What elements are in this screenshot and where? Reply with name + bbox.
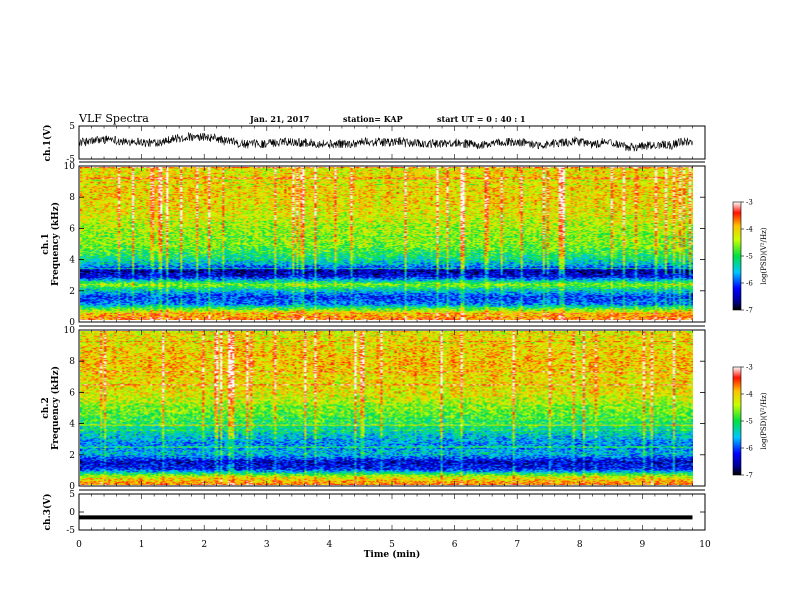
x-tick-label-10: 10: [699, 540, 711, 550]
x-tick-label-3: 3: [264, 540, 270, 550]
figure-title: VLF Spectra: [78, 112, 149, 125]
y-tick-label-p1-5: 10: [64, 162, 76, 172]
ch2-spectrogram-image: [80, 331, 693, 485]
x-tick-label-9: 9: [640, 540, 646, 550]
ch1-colorbar-bar: [732, 201, 742, 311]
x-tick-label-1: 1: [139, 540, 145, 550]
cb1-tick-label-3: -6: [746, 280, 753, 288]
cb2-tick-label-0: -3: [746, 364, 753, 372]
ch2-spectrogram-ylabel-freq: Frequency (kHz): [50, 366, 61, 450]
cb1-tick-label-0: -3: [746, 199, 753, 207]
figure-header: VLF Spectra Jan. 21, 2017 station= KAP s…: [78, 112, 526, 125]
y-tick-label-p0-1: -5: [66, 155, 75, 165]
y-tick-label-p1-3: 6: [69, 224, 75, 234]
cb1-tick-label-1: -4: [746, 226, 753, 234]
ch1-waveform-ylabel: ch.1(V): [42, 125, 53, 162]
y-tick-label-p3-2: -5: [66, 526, 75, 536]
ch3-waveform-frame: [78, 493, 706, 531]
cb2-tick-label-1: -4: [746, 391, 753, 399]
y-tick-label-p1-4: 8: [69, 193, 75, 203]
cb2-tick-label-2: -5: [746, 418, 753, 426]
x-tick-label-0: 0: [76, 540, 82, 550]
cb1-tick-label-2: -5: [746, 253, 753, 261]
y-tick-label-p1-0: 0: [69, 318, 75, 328]
cb2-tick-label-4: -7: [746, 472, 753, 480]
ch1-colorbar: -3 -4 -5 -6 -7: [732, 199, 753, 315]
ch1-spectrogram-ylabel: ch.1: [41, 233, 51, 254]
cb2-tick-label-3: -6: [746, 445, 753, 453]
x-tick-label-2: 2: [201, 540, 207, 550]
ch2-colorbar-bar: [732, 366, 742, 476]
x-tick-label-8: 8: [577, 540, 583, 550]
ch1-colorbar-label: log(PSD)(V²/Hz): [760, 227, 768, 284]
ch1-waveform-line: [78, 132, 693, 152]
y-tick-label-p3-0: 5: [69, 490, 75, 500]
y-tick-label-p1-1: 2: [69, 287, 75, 297]
y-tick-label-p2-2: 4: [69, 420, 75, 430]
ch1-spectrogram-image: [80, 167, 693, 320]
start-ut-label: start UT = 0 : 40 : 1: [437, 114, 526, 124]
ch1-waveform-panel: [78, 132, 693, 152]
y-tick-label-p2-3: 6: [69, 388, 75, 398]
station-label: station= KAP: [343, 114, 403, 124]
y-tick-label-p3-1: 0: [69, 508, 75, 518]
ch2-colorbar-label: log(PSD)(V²/Hz): [760, 392, 768, 449]
y-tick-label-p2-0: 0: [69, 482, 75, 492]
x-tick-label-5: 5: [389, 540, 395, 550]
y-tick-label-p2-1: 2: [69, 451, 75, 461]
ch1-spectrogram-ylabel-freq: Frequency (kHz): [50, 202, 61, 286]
x-axis-label: Time (min): [364, 549, 421, 560]
y-tick-label-p0-0: 5: [69, 122, 75, 132]
ch3-waveform-ylabel: ch.3(V): [42, 494, 53, 531]
cb1-tick-label-4: -7: [746, 307, 753, 315]
x-tick-label-6: 6: [452, 540, 458, 550]
y-tick-label-p1-2: 4: [69, 256, 75, 266]
y-tick-label-p2-5: 10: [64, 326, 76, 336]
date-label: Jan. 21, 2017: [249, 114, 309, 124]
x-tick-label-4: 4: [327, 540, 333, 550]
ch2-colorbar: -3 -4 -5 -6 -7: [732, 364, 753, 480]
ch2-spectrogram-ylabel: ch.2: [41, 397, 51, 418]
x-tick-label-7: 7: [514, 540, 520, 550]
y-tick-label-p2-4: 8: [69, 357, 75, 367]
